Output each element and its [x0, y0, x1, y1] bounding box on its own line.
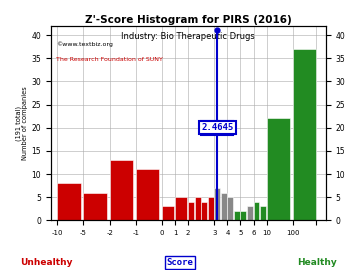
Title: Z'-Score Histogram for PIRS (2016): Z'-Score Histogram for PIRS (2016): [85, 15, 292, 25]
Bar: [84, 193, 107, 220]
Bar: [162, 207, 174, 220]
Bar: [221, 193, 227, 220]
Bar: [293, 49, 316, 220]
Bar: [260, 207, 266, 220]
Text: The Research Foundation of SUNY: The Research Foundation of SUNY: [56, 57, 163, 62]
Text: 2.4645: 2.4645: [201, 123, 233, 132]
Text: ©www.textbiz.org: ©www.textbiz.org: [56, 41, 113, 47]
Bar: [214, 188, 220, 220]
Bar: [247, 207, 253, 220]
Bar: [208, 197, 213, 220]
Bar: [228, 197, 233, 220]
Bar: [195, 197, 201, 220]
Text: Industry: Bio Therapeutic Drugs: Industry: Bio Therapeutic Drugs: [121, 32, 255, 40]
Bar: [267, 119, 290, 220]
Bar: [136, 169, 159, 220]
Bar: [57, 183, 81, 220]
Bar: [253, 202, 260, 220]
Bar: [240, 211, 246, 220]
Bar: [110, 160, 133, 220]
Y-axis label: (191 total)
Number of companies: (191 total) Number of companies: [15, 86, 28, 160]
Text: Healthy: Healthy: [297, 258, 337, 267]
Bar: [175, 197, 187, 220]
Bar: [201, 202, 207, 220]
Bar: [234, 211, 240, 220]
Text: Score: Score: [167, 258, 193, 267]
Bar: [188, 202, 194, 220]
Text: Unhealthy: Unhealthy: [21, 258, 73, 267]
